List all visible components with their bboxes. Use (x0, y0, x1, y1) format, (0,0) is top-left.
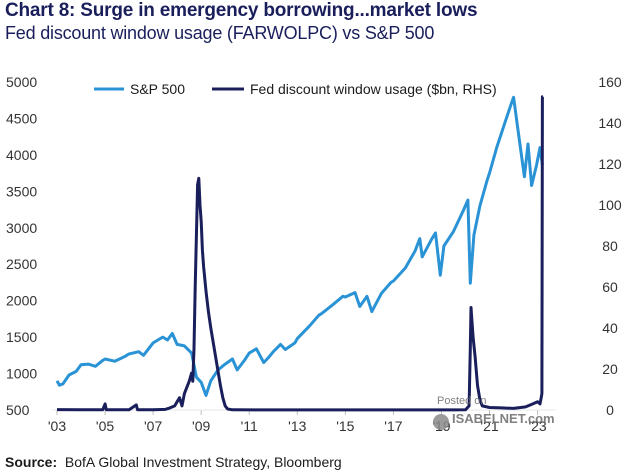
right-tick-label: 40 (602, 320, 618, 336)
left-tick-label: 1000 (6, 366, 37, 382)
right-tick-label: 0 (606, 402, 614, 418)
left-axis: 500 1000 1500 2000 2500 3000 3500 4000 4500 5000 (6, 74, 37, 418)
series-line-discount (56, 95, 544, 412)
x-tick-label: '21 (480, 418, 498, 434)
left-tick-label: 1500 (6, 329, 37, 345)
x-tick-label: '07 (144, 418, 162, 434)
left-tick-label: 2500 (6, 256, 37, 272)
series-line-sp500 (55, 95, 544, 397)
x-tick-label: '11 (241, 418, 258, 434)
left-tick-label: 4000 (6, 147, 37, 163)
legend-label-discount: Fed discount window usage ($bn, RHS) (250, 81, 497, 97)
x-tick-label: '17 (384, 418, 402, 434)
left-tick-label: 2000 (6, 293, 37, 309)
legend: S&P 500 Fed discount window usage ($bn, … (94, 81, 497, 97)
x-tick-label: '05 (96, 418, 114, 434)
right-tick-label: 20 (602, 361, 618, 377)
watermark-site: ISABELNET.com (452, 411, 555, 426)
right-tick-label: 120 (598, 156, 622, 172)
left-tick-label: 500 (6, 402, 30, 418)
left-tick-label: 4500 (6, 110, 37, 126)
watermark-posted: Posted on (437, 395, 487, 407)
source-label: Source: (5, 454, 58, 470)
x-tick-label: '09 (192, 418, 210, 434)
right-axis: 0 20 40 60 80 100 120 140 160 (598, 74, 622, 418)
globe-icon (433, 414, 449, 430)
left-tick-label: 3500 (6, 183, 37, 199)
source-text: BofA Global Investment Strategy, Bloombe… (64, 454, 342, 470)
source-note: Source: BofA Global Investment Strategy,… (5, 454, 342, 470)
x-tick-label: '03 (48, 418, 66, 434)
x-axis: '03'05'07'09'11'13'15'17'19'21'23 (48, 410, 547, 434)
x-tick-label: '13 (288, 418, 306, 434)
chart-subtitle: Fed discount window usage (FARWOLPC) vs … (5, 23, 435, 43)
x-tick-label: '15 (336, 418, 354, 434)
right-tick-label: 100 (598, 197, 622, 213)
legend-label-sp500: S&P 500 (130, 81, 185, 97)
left-tick-label: 5000 (6, 74, 37, 90)
chart-title: Chart 8: Surge in emergency borrowing...… (5, 0, 478, 21)
right-tick-label: 140 (598, 115, 622, 131)
right-tick-label: 160 (598, 74, 622, 90)
right-tick-label: 80 (602, 238, 618, 254)
watermark: Posted on ISABELNET.com (433, 395, 555, 430)
left-tick-label: 3000 (6, 220, 37, 236)
x-tick-label: '23 (528, 418, 546, 434)
right-tick-label: 60 (602, 279, 618, 295)
